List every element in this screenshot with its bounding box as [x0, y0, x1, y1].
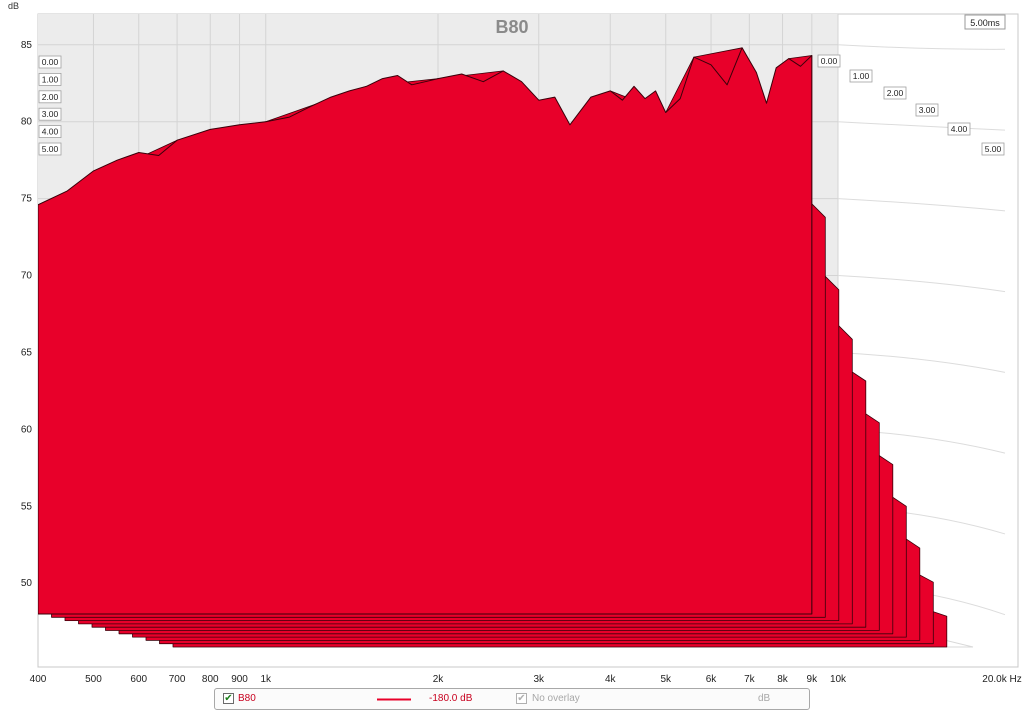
time-tick-left: 3.00 — [38, 107, 62, 121]
overlay-checkbox[interactable]: ✔ — [516, 693, 527, 704]
y-axis: 50 55 60 65 70 75 80 85 — [21, 40, 33, 589]
x-tick-label: 500 — [85, 674, 102, 685]
svg-text:3.00: 3.00 — [42, 109, 59, 119]
x-tick-label: 8k — [777, 674, 789, 685]
y-tick-label: 85 — [21, 40, 33, 51]
y-tick-label: 75 — [21, 194, 33, 205]
grid-line-sidewall — [837, 351, 1006, 373]
svg-text:4.00: 4.00 — [951, 124, 968, 134]
x-tick-label: 20.0k Hz — [982, 674, 1021, 685]
grid-line-sidewall — [837, 198, 1006, 212]
svg-text:1.00: 1.00 — [853, 71, 870, 81]
svg-text:2.00: 2.00 — [887, 88, 904, 98]
time-tick-right: 4.00 — [947, 122, 971, 136]
time-range-badge: 5.00ms — [964, 14, 1006, 30]
x-tick-label: 400 — [30, 674, 47, 685]
x-tick-label: 1k — [260, 674, 272, 685]
svg-text:5.00: 5.00 — [985, 144, 1002, 154]
x-tick-label: 5k — [660, 674, 672, 685]
time-tick-right: 5.00 — [981, 142, 1005, 156]
grid-line-sidewall — [837, 275, 1006, 293]
y-tick-label: 50 — [21, 578, 33, 589]
time-tick-right: 0.00 — [817, 54, 841, 68]
svg-text:0.00: 0.00 — [42, 57, 59, 67]
grid-line-sidewall — [837, 44, 1006, 50]
grid-line-sidewall — [837, 121, 1006, 131]
x-tick-label: 7k — [744, 674, 756, 685]
svg-text:5.00: 5.00 — [42, 144, 59, 154]
x-tick-label: 6k — [706, 674, 718, 685]
svg-text:2.00: 2.00 — [42, 92, 59, 102]
series-visibility-checkbox[interactable]: ✔ — [223, 693, 234, 704]
y-tick-label: 60 — [21, 424, 33, 435]
x-tick-label: 3k — [533, 674, 545, 685]
time-tick-right: 3.00 — [915, 103, 939, 117]
time-tick-right: 2.00 — [883, 86, 907, 100]
x-tick-label: 4k — [605, 674, 617, 685]
time-tick-left: 2.00 — [38, 90, 62, 104]
svg-text:4.00: 4.00 — [42, 127, 59, 137]
x-tick-label: 800 — [202, 674, 219, 685]
svg-text:1.00: 1.00 — [42, 74, 59, 84]
y-tick-label: 80 — [21, 117, 33, 128]
overlay-label: No overlay — [532, 693, 580, 704]
time-tick-left: 5.00 — [38, 142, 62, 156]
x-tick-label: 900 — [231, 674, 248, 685]
unit-label: dB — [758, 693, 771, 704]
time-tick-left: 0.00 — [38, 55, 62, 69]
chart-title: B80 — [495, 17, 528, 37]
series-line-swatch — [377, 698, 411, 701]
series-label: B80 — [238, 693, 256, 704]
series-line-value: -180.0 dB — [429, 693, 473, 704]
x-tick-label: 600 — [130, 674, 147, 685]
time-axis-labels: 0.00 1.00 2.00 3.00 4.00 5.00 0.00 1.00 2.00 3.00… — [38, 54, 1005, 156]
svg-text:3.00: 3.00 — [919, 105, 936, 115]
waterfall-front-slice — [38, 47, 813, 615]
y-tick-label: 70 — [21, 271, 33, 282]
x-tick-label: 10k — [830, 674, 847, 685]
x-tick-label: 9k — [807, 674, 819, 685]
y-tick-label: 65 — [21, 347, 33, 358]
x-tick-label: 700 — [169, 674, 186, 685]
y-axis-unit: dB — [8, 1, 19, 11]
time-tick-left: 1.00 — [38, 73, 62, 86]
svg-text:0.00: 0.00 — [821, 56, 838, 66]
x-tick-label: 2k — [433, 674, 445, 685]
y-tick-label: 55 — [21, 501, 33, 512]
legend-bar: ✔ B80 -180.0 dB ✔ No overlay dB — [214, 688, 810, 710]
time-tick-left: 4.00 — [38, 125, 62, 138]
waterfall-slices — [38, 47, 948, 648]
x-axis: 400 500 600 700 800 900 1k 2k 3k 4k 5k 6k 7k 8k 9k 10k 2… — [30, 674, 1022, 685]
time-tick-right: 1.00 — [849, 69, 873, 83]
svg-text:5.00ms: 5.00ms — [970, 18, 1000, 28]
